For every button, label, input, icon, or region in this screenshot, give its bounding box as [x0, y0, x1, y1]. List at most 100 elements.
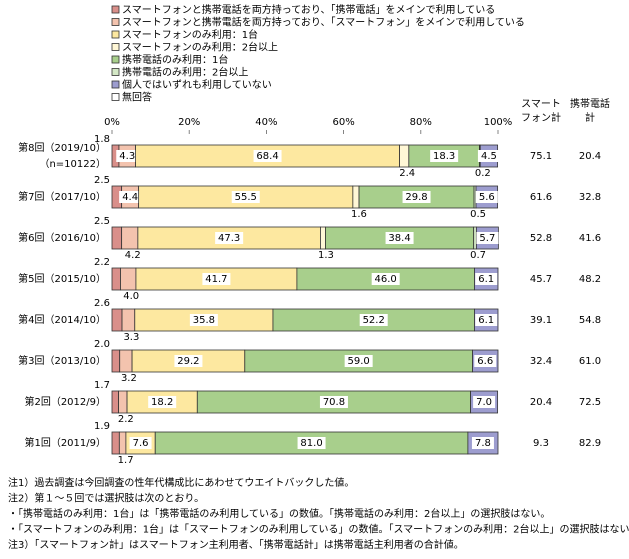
data-label: 4.5	[481, 151, 497, 162]
footnote: 注3）「スマートフォン計」はスマートフォン主利用者、「携帯電話計」は携帯電話主利…	[8, 538, 464, 551]
data-label: 4.2	[125, 250, 141, 261]
total-value: 39.1	[530, 315, 552, 326]
legend-label: スマートフォンと携帯電話を両方持っており、「スマートフォン」をメインで利用してい…	[122, 16, 525, 29]
data-label: 70.8	[323, 397, 345, 408]
label-box	[471, 437, 494, 449]
total-value: 9.3	[533, 438, 549, 449]
data-label: 0.5	[470, 209, 486, 220]
data-label: 52.2	[363, 315, 385, 326]
total-value: 61.0	[579, 356, 601, 367]
legend-swatch	[111, 43, 120, 51]
bar-segment	[118, 390, 128, 414]
legend-label: スマートフォンのみ利用：1台	[122, 28, 258, 41]
data-label: 1.6	[351, 209, 367, 220]
total-value: 20.4	[530, 397, 552, 408]
label-box	[476, 232, 499, 244]
total-value: 41.6	[579, 233, 601, 244]
data-label: 4.4	[122, 192, 138, 203]
data-label: 2.5	[94, 175, 110, 186]
legend-swatch	[111, 30, 120, 39]
x-tick-label: 0%	[104, 117, 120, 128]
data-label: 3.3	[123, 332, 139, 343]
bar-segment	[399, 144, 410, 168]
category-label: 第1回（2011/9）	[24, 436, 106, 449]
data-label: 29.8	[405, 192, 427, 203]
data-label: 47.3	[218, 233, 240, 244]
footnote: 注1）過去調査は今回調査の性年代構成比にあわせてウエイトバックした値。	[8, 476, 354, 489]
data-label: 4.3	[119, 151, 135, 162]
label-box	[202, 273, 231, 285]
category-label: 第4回（2014/10）	[18, 313, 106, 326]
bar-segment	[352, 185, 360, 209]
data-label: 4.0	[123, 291, 139, 302]
total-value: 32.4	[530, 356, 552, 367]
data-label: 7.0	[476, 397, 492, 408]
data-label: 6.6	[477, 356, 493, 367]
legend-label: 携帯電話のみ利用：2台以上	[122, 66, 248, 79]
data-label: 5.6	[479, 192, 495, 203]
data-label: 6.1	[478, 274, 494, 285]
data-label: 1.8	[94, 134, 110, 145]
data-label: 0.2	[475, 168, 491, 179]
data-label: 41.7	[205, 274, 227, 285]
bar-segment	[320, 226, 326, 250]
label-box	[477, 150, 500, 162]
data-label: 1.3	[318, 250, 334, 261]
total-value: 45.7	[530, 274, 552, 285]
data-label: 1.9	[94, 421, 110, 432]
bar-segment	[111, 431, 120, 455]
data-label: 68.4	[256, 151, 278, 162]
category-label: 第2回（2012/9）	[24, 395, 106, 408]
total-value: 82.9	[579, 438, 601, 449]
label-box	[129, 437, 152, 449]
label-box	[402, 191, 431, 203]
category-label: 第3回（2013/10）	[18, 354, 106, 367]
label-box	[475, 314, 498, 326]
bar-segment	[120, 267, 137, 291]
data-label: 2.4	[399, 168, 415, 179]
footnote: ・「スマートフォンのみ利用：1台」は「スマートフォンのみ利用している」の数値。「…	[8, 523, 629, 536]
data-label: 18.3	[433, 151, 455, 162]
x-tick-label: 80%	[410, 117, 432, 128]
data-label: 6.1	[478, 315, 494, 326]
total-value: 54.8	[579, 315, 601, 326]
label-box	[189, 314, 218, 326]
bar-segment	[111, 226, 123, 250]
bar-segment	[111, 267, 121, 291]
total-value: 32.8	[579, 192, 601, 203]
bar-segment	[111, 349, 121, 373]
legend-swatch	[111, 93, 120, 101]
footnote: 注2）第１～５回では選択肢は次のとおり。	[8, 492, 204, 505]
label-box	[215, 232, 244, 244]
legend-label: 個人ではいずれも利用していない	[122, 78, 272, 91]
legend-label: スマートフォンと携帯電話を両方持っており、「携帯電話」をメインで利用している	[122, 3, 495, 16]
data-label: 5.7	[479, 233, 495, 244]
legend-label: 携帯電話のみ利用：1台	[122, 53, 228, 66]
data-label: 18.2	[151, 397, 173, 408]
legend-label: スマートフォンのみ利用：2台以上	[122, 41, 278, 54]
data-label: 46.0	[375, 274, 397, 285]
bar-segment	[118, 431, 127, 455]
data-label: 2.6	[94, 298, 110, 309]
data-label: 0.7	[470, 250, 486, 261]
legend-swatch	[111, 18, 120, 26]
sample-size: （n=10122）	[39, 158, 106, 170]
legend-swatch	[111, 55, 120, 64]
label-box	[475, 273, 498, 285]
label-box	[148, 396, 177, 408]
category-label: 第7回（2017/10）	[18, 190, 106, 203]
data-label: 7.8	[475, 438, 491, 449]
data-label: 2.0	[94, 339, 110, 350]
label-box	[475, 191, 498, 203]
bar-segment	[111, 308, 123, 332]
bar-segment	[119, 349, 133, 373]
x-tick-label: 20%	[178, 117, 200, 128]
x-tick-label: 100%	[484, 117, 513, 128]
label-box	[297, 437, 326, 449]
data-label: 59.0	[348, 356, 370, 367]
x-tick-label: 40%	[255, 117, 277, 128]
bar-segment	[121, 226, 139, 250]
data-label: 81.0	[300, 438, 322, 449]
data-label: 3.2	[121, 373, 137, 384]
